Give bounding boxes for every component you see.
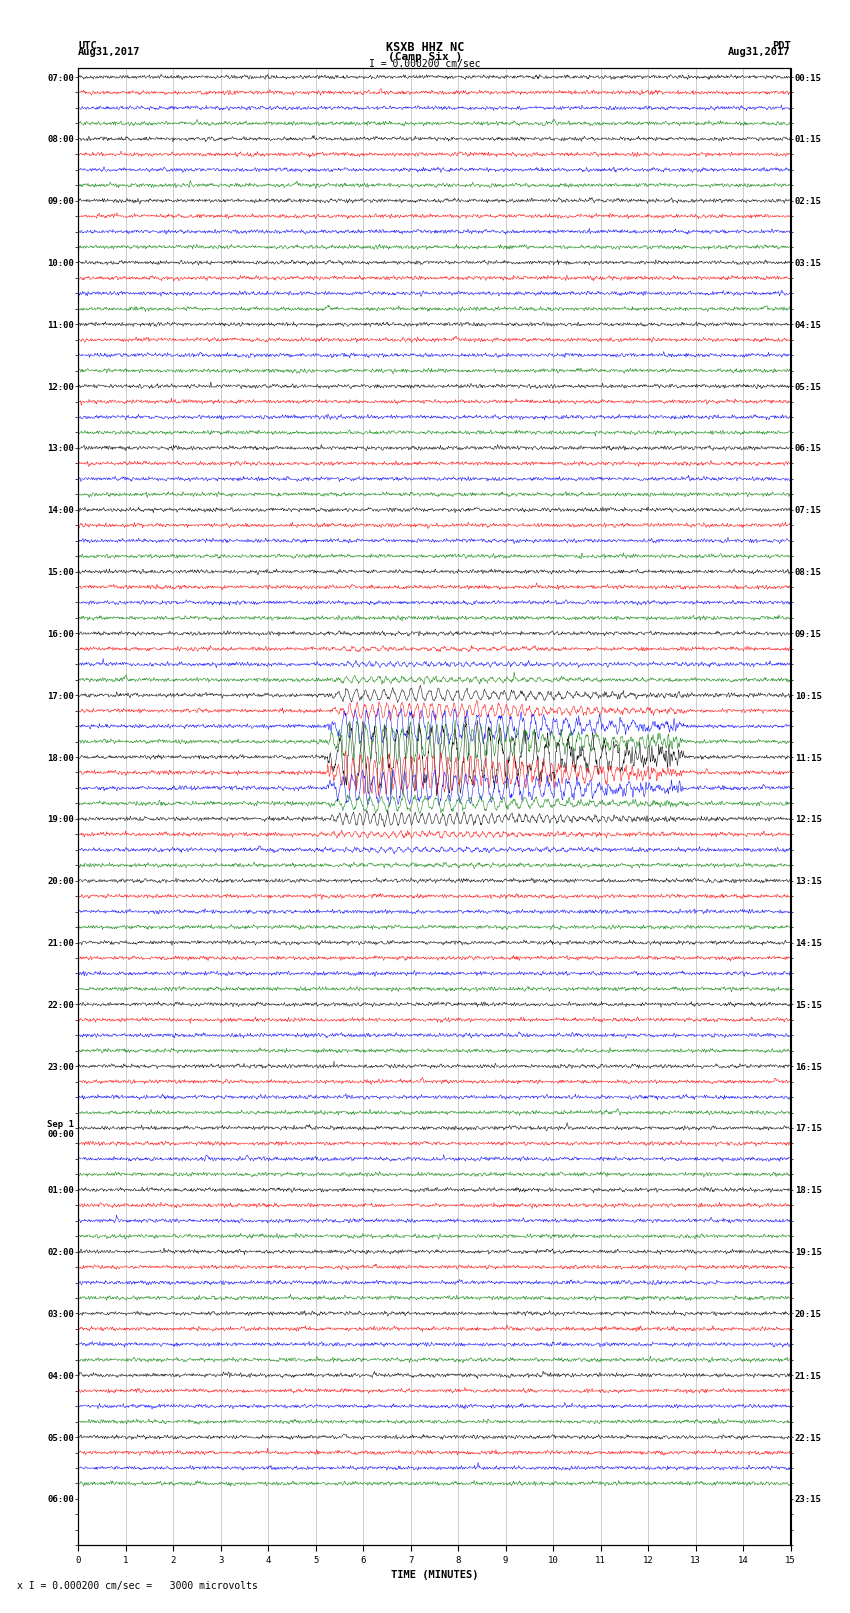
Text: (Camp Six ): (Camp Six ) <box>388 52 462 63</box>
Text: KSXB HHZ NC: KSXB HHZ NC <box>386 40 464 53</box>
Text: PDT: PDT <box>772 40 791 50</box>
Text: Aug31,2017: Aug31,2017 <box>728 47 791 58</box>
Text: I = 0.000200 cm/sec: I = 0.000200 cm/sec <box>369 58 481 69</box>
X-axis label: TIME (MINUTES): TIME (MINUTES) <box>391 1569 478 1581</box>
Text: x I = 0.000200 cm/sec =   3000 microvolts: x I = 0.000200 cm/sec = 3000 microvolts <box>17 1581 258 1590</box>
Text: UTC: UTC <box>78 40 97 50</box>
Text: Aug31,2017: Aug31,2017 <box>78 47 141 58</box>
